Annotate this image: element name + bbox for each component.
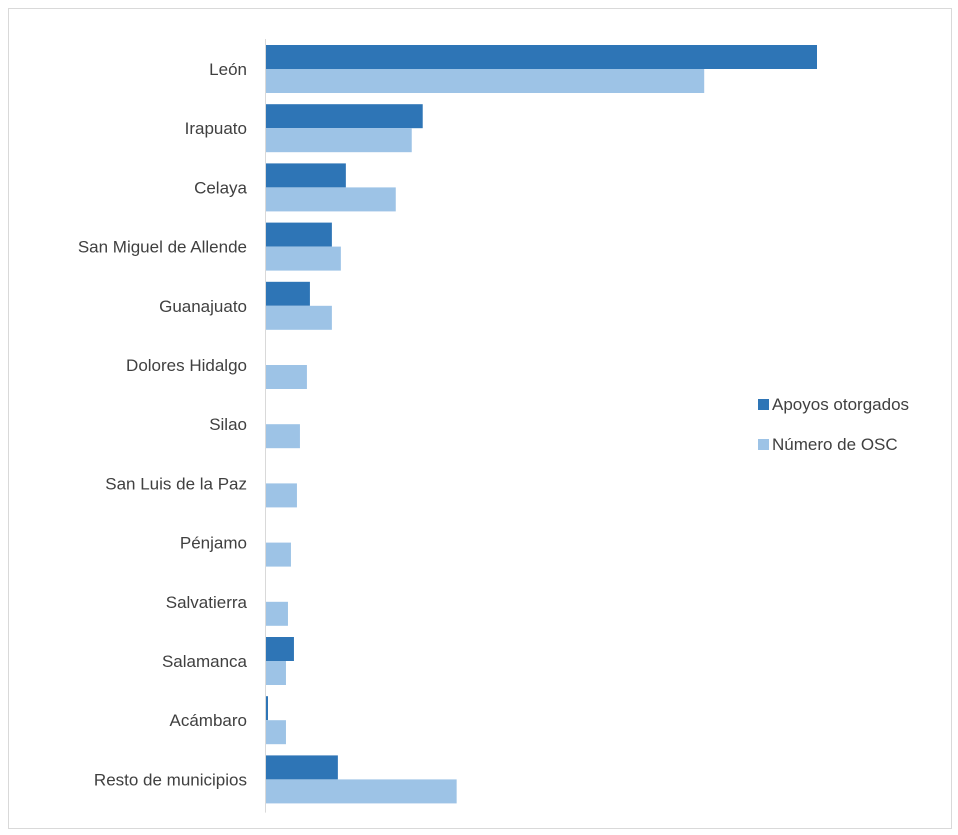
category-label-salamanca: Salamanca	[162, 652, 248, 671]
category-label-san-luis-de-la-paz: San Luis de la Paz	[105, 474, 247, 493]
bar-apoyos-otorgados-irapuato	[266, 104, 423, 129]
legend-label-numero-de-osc: Número de OSC	[772, 435, 898, 454]
bar-apoyos-otorgados-san-miguel-de-allende	[266, 222, 332, 247]
legend: Apoyos otorgados Número de OSC	[758, 395, 909, 454]
category-label-san-miguel-de-allende: San Miguel de Allende	[78, 238, 247, 257]
category-label-acambaro: Acámbaro	[170, 711, 247, 730]
legend-label-apoyos-otorgados: Apoyos otorgados	[772, 395, 909, 414]
bar-numero-de-osc-celaya	[266, 187, 396, 212]
category-label-irapuato: Irapuato	[185, 119, 247, 138]
legend-swatch-apoyos-otorgados	[758, 399, 769, 410]
category-label-penjamo: Pénjamo	[180, 534, 247, 553]
bar-numero-de-osc-dolores-hidalgo	[266, 365, 307, 389]
bar-apoyos-otorgados-salamanca	[266, 637, 294, 661]
bar-numero-de-osc-leon	[266, 69, 705, 93]
category-labels: León Irapuato Celaya San Miguel de Allende G…	[78, 60, 248, 789]
category-label-leon: León	[209, 60, 247, 79]
bar-numero-de-osc-acambaro	[266, 720, 286, 745]
bar-numero-de-osc-guanajuato	[266, 305, 332, 330]
category-label-guanajuato: Guanajuato	[159, 297, 247, 316]
bar-numero-de-osc-irapuato	[266, 128, 412, 153]
bar-numero-de-osc-salvatierra	[266, 601, 288, 626]
bar-numero-de-osc-san-luis-de-la-paz	[266, 483, 297, 508]
bar-apoyos-otorgados-leon	[266, 45, 817, 69]
bar-numero-de-osc-penjamo	[266, 542, 291, 567]
bar-numero-de-osc-salamanca	[266, 661, 286, 685]
legend-swatch-numero-de-osc	[758, 439, 769, 450]
bar-chart: León Irapuato Celaya San Miguel de Allende G…	[78, 39, 909, 813]
category-label-dolores-hidalgo: Dolores Hidalgo	[126, 356, 247, 375]
bar-apoyos-otorgados-resto-de-municipios	[266, 755, 338, 780]
category-label-resto-de-municipios: Resto de municipios	[94, 770, 247, 789]
category-label-celaya: Celaya	[194, 178, 247, 197]
bars-layer	[266, 45, 817, 804]
bar-numero-de-osc-resto-de-municipios	[266, 779, 457, 804]
bar-apoyos-otorgados-celaya	[266, 163, 346, 188]
category-label-silao: Silao	[209, 415, 247, 434]
bar-apoyos-otorgados-guanajuato	[266, 281, 310, 306]
bar-numero-de-osc-silao	[266, 424, 300, 449]
category-label-salvatierra: Salvatierra	[166, 593, 248, 612]
bar-apoyos-otorgados-acambaro	[266, 696, 268, 721]
chart-frame: León Irapuato Celaya San Miguel de Allende G…	[8, 8, 952, 829]
bar-numero-de-osc-san-miguel-de-allende	[266, 246, 341, 271]
